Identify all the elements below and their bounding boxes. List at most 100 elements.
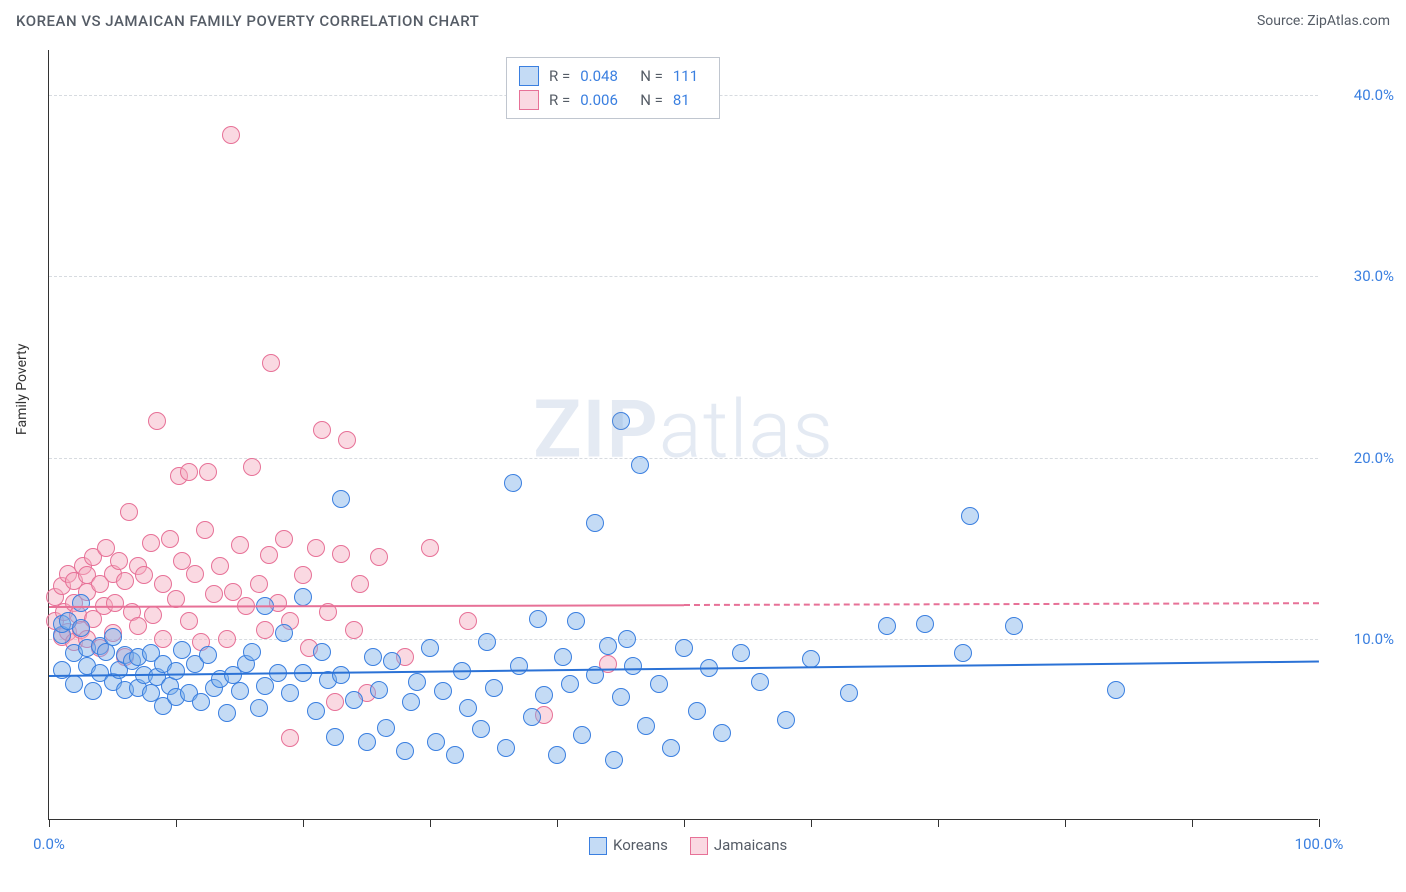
data-point	[434, 682, 452, 700]
xtick	[1192, 819, 1193, 827]
data-point	[180, 463, 198, 481]
data-point	[446, 746, 464, 764]
data-point	[135, 566, 153, 584]
xtick	[811, 819, 812, 827]
legend-swatch-icon	[589, 837, 607, 855]
data-point	[624, 657, 642, 675]
data-point	[561, 675, 579, 693]
data-point	[523, 708, 541, 726]
data-point	[256, 621, 274, 639]
data-point	[662, 739, 680, 757]
data-point	[129, 617, 147, 635]
data-point	[65, 675, 83, 693]
data-point	[167, 662, 185, 680]
data-point	[196, 521, 214, 539]
data-point	[459, 612, 477, 630]
ytick-label: 20.0%	[1324, 449, 1394, 467]
data-point	[396, 742, 414, 760]
xtick-label: 0.0%	[33, 835, 65, 853]
data-point	[586, 514, 604, 532]
source-attribution: Source: ZipAtlas.com	[1257, 13, 1390, 29]
data-point	[612, 688, 630, 706]
trend-line	[49, 604, 684, 608]
data-point	[345, 691, 363, 709]
data-point	[459, 699, 477, 717]
data-point	[637, 717, 655, 735]
xtick	[1065, 819, 1066, 827]
data-point	[408, 673, 426, 691]
data-point	[250, 575, 268, 593]
data-point	[231, 682, 249, 700]
data-point	[262, 354, 280, 372]
ytick-label: 10.0%	[1324, 630, 1394, 648]
legend-label-jamaicans: Jamaicans	[714, 836, 787, 854]
series-legend: Koreans Jamaicans	[589, 836, 787, 855]
data-point	[573, 726, 591, 744]
data-point	[383, 652, 401, 670]
legend-swatch-jamaicans	[519, 90, 539, 110]
y-axis-label: Family Poverty	[14, 344, 30, 435]
xtick	[303, 819, 304, 827]
data-point	[840, 684, 858, 702]
data-point	[84, 682, 102, 700]
legend-row-koreans: R = 0.048 N = 111	[519, 64, 707, 88]
gridline	[49, 276, 1318, 277]
legend-item-jamaicans: Jamaicans	[690, 836, 787, 855]
data-point	[599, 637, 617, 655]
data-point	[275, 624, 293, 642]
chart-area: 10.0%20.0%30.0%40.0%0.0%100.0% ZIPatlas …	[48, 50, 1318, 820]
data-point	[326, 693, 344, 711]
data-point	[120, 503, 138, 521]
data-point	[732, 644, 750, 662]
data-point	[504, 474, 522, 492]
xtick	[1319, 819, 1320, 827]
data-point	[260, 546, 278, 564]
data-point	[472, 720, 490, 738]
data-point	[192, 693, 210, 711]
ytick-label: 40.0%	[1324, 86, 1394, 104]
data-point	[332, 490, 350, 508]
data-point	[421, 539, 439, 557]
data-point	[148, 412, 166, 430]
data-point	[605, 751, 623, 769]
trend-line	[684, 603, 1319, 607]
data-point	[345, 621, 363, 639]
xtick	[176, 819, 177, 827]
data-point	[116, 572, 134, 590]
data-point	[218, 704, 236, 722]
data-point	[72, 619, 90, 637]
data-point	[275, 530, 293, 548]
data-point	[222, 126, 240, 144]
r-label: R =	[549, 91, 570, 109]
xtick	[49, 819, 50, 827]
data-point	[878, 617, 896, 635]
data-point	[675, 639, 693, 657]
data-point	[427, 733, 445, 751]
data-point	[332, 545, 350, 563]
correlation-legend: R = 0.048 N = 111 R = 0.006 N = 81	[506, 57, 720, 119]
xtick	[430, 819, 431, 827]
data-point	[618, 630, 636, 648]
xtick	[557, 819, 558, 827]
n-label: N =	[640, 91, 663, 109]
r-label: R =	[549, 67, 570, 85]
data-point	[802, 650, 820, 668]
data-point	[307, 539, 325, 557]
xtick-label: 100.0%	[1295, 835, 1344, 853]
data-point	[211, 557, 229, 575]
data-point	[351, 575, 369, 593]
data-point	[370, 681, 388, 699]
data-point	[548, 746, 566, 764]
data-point	[338, 431, 356, 449]
data-point	[199, 463, 217, 481]
data-point	[224, 583, 242, 601]
data-point	[377, 719, 395, 737]
data-point	[294, 588, 312, 606]
data-point	[916, 615, 934, 633]
xtick	[938, 819, 939, 827]
data-point	[688, 702, 706, 720]
data-point	[554, 648, 572, 666]
data-point	[307, 702, 325, 720]
data-point	[243, 458, 261, 476]
data-point	[421, 639, 439, 657]
